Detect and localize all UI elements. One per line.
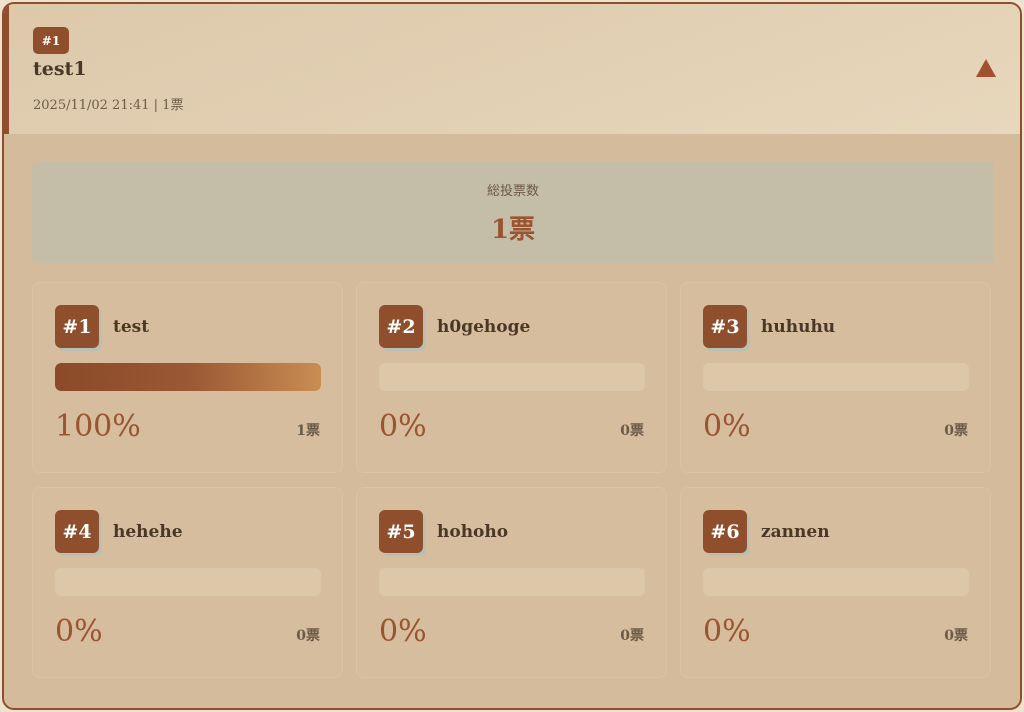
vote-progress-bar: [55, 568, 321, 596]
vote-progress-bar: [55, 363, 321, 391]
option-name: h0gehoge: [437, 317, 531, 337]
option-card[interactable]: #5 hohoho 0% 0票: [356, 487, 667, 678]
vote-count: 1票: [296, 423, 320, 439]
vote-percent: 0%: [703, 409, 751, 444]
vote-count: 0票: [620, 628, 644, 644]
vote-count: 0票: [944, 628, 968, 644]
vote-percent: 0%: [379, 614, 427, 649]
rank-badge: #2: [379, 305, 423, 348]
option-name: huhuhu: [761, 317, 836, 337]
rank-badge: #6: [703, 510, 747, 553]
rank-badge: #1: [55, 305, 99, 348]
option-name: hohoho: [437, 522, 509, 542]
option-name: hehehe: [113, 522, 183, 542]
vote-percent: 100%: [55, 409, 141, 444]
total-votes-label: 総投票数: [486, 184, 539, 199]
vote-progress-bar: [379, 568, 645, 596]
poll-number-badge: #1: [33, 27, 69, 54]
vote-progress-bar: [703, 363, 969, 391]
vote-count: 0票: [944, 423, 968, 439]
total-votes-box: 総投票数 1票: [32, 162, 994, 263]
rank-badge: #5: [379, 510, 423, 553]
poll-meta: 2025/11/02 21:41 | 1票: [33, 98, 184, 113]
poll-header[interactable]: #1 test1 2025/11/02 21:41 | 1票: [4, 4, 1020, 134]
vote-progress-fill: [55, 363, 321, 391]
vote-count: 0票: [296, 628, 320, 644]
vote-progress-bar: [379, 363, 645, 391]
collapse-triangle-icon[interactable]: [976, 59, 996, 77]
vote-percent: 0%: [55, 614, 103, 649]
vote-percent: 0%: [379, 409, 427, 444]
total-votes-value: 1票: [490, 215, 536, 245]
vote-percent: 0%: [703, 614, 751, 649]
option-card[interactable]: #3 huhuhu 0% 0票: [680, 282, 991, 473]
poll-title: test1: [33, 58, 87, 80]
option-name: zannen: [761, 522, 830, 542]
rank-badge: #4: [55, 510, 99, 553]
options-grid: #1 test 100% 1票 #2 h0gehoge 0% 0票 #3 huhuh…: [32, 282, 994, 678]
rank-badge: #3: [703, 305, 747, 348]
option-name: test: [113, 317, 150, 337]
option-card[interactable]: #2 h0gehoge 0% 0票: [356, 282, 667, 473]
vote-progress-bar: [703, 568, 969, 596]
option-card[interactable]: #6 zannen 0% 0票: [680, 487, 991, 678]
option-card[interactable]: #4 hehehe 0% 0票: [32, 487, 343, 678]
option-card[interactable]: #1 test 100% 1票: [32, 282, 343, 473]
vote-count: 0票: [620, 423, 644, 439]
